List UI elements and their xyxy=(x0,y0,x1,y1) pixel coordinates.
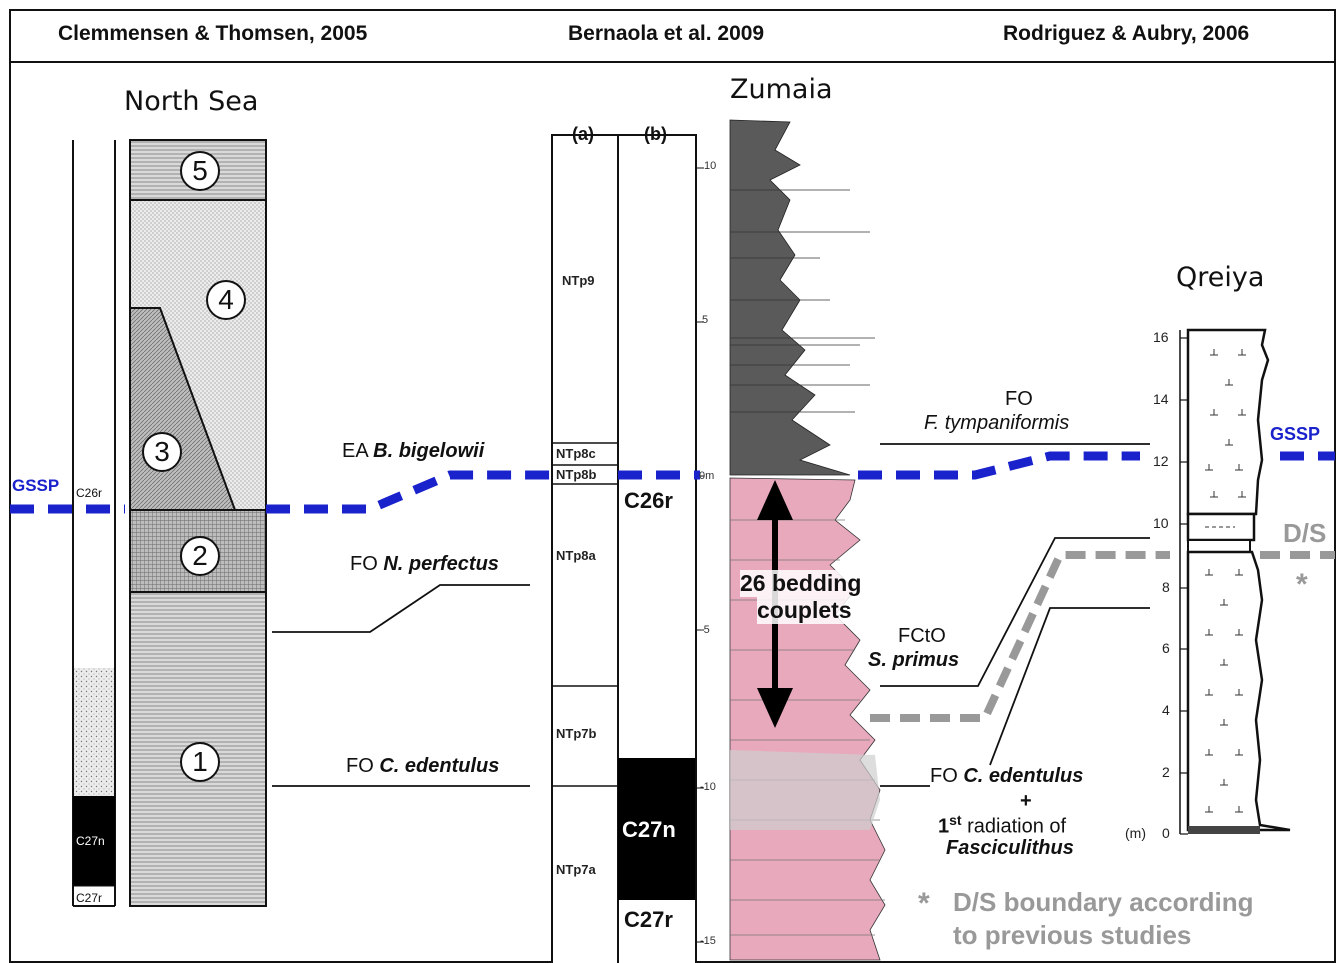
zone-ntp7a: NTp7a xyxy=(556,862,596,877)
zumaia-mag-c27r: C27r xyxy=(624,907,673,932)
event-fo-n-taxon: N. perfectus xyxy=(383,553,499,575)
qreiya-tick-10: 10 xyxy=(1153,515,1169,531)
gssp-line-middle xyxy=(266,470,552,514)
zumaia-col-b-label: (b) xyxy=(644,124,667,144)
event-fo-edentulus-right: FO C. edentulus xyxy=(930,765,1083,788)
zumaia-c27n-block xyxy=(618,758,696,900)
event-radiation-num: 1 xyxy=(938,815,950,838)
ns-mag-c26r: C26r xyxy=(76,486,103,500)
ns-mag-c27n: C27n xyxy=(76,834,105,848)
event-fo-c2-prefix: FO xyxy=(930,765,964,787)
zumaia-mag-c27n: C27n xyxy=(622,817,676,842)
event-fcto-taxon: S. primus xyxy=(868,649,960,671)
zumaia-tick-5: 5 xyxy=(702,314,709,326)
zumaia-tick-m10: -10 xyxy=(700,781,716,793)
legend-star: * xyxy=(918,887,930,920)
event-fo-c-prefix: FO xyxy=(346,755,380,777)
qreiya-ticks xyxy=(1180,337,1188,835)
qreiya-tick-12: 12 xyxy=(1153,453,1169,469)
zumaia-col-a-label: (a) xyxy=(572,124,594,144)
qreiya-tick-8: 8 xyxy=(1162,579,1170,595)
event-ea-taxon: B. bigelowii xyxy=(373,440,485,462)
qreiya-ds-label: D/S xyxy=(1283,518,1327,548)
qreiya-unit: (m) xyxy=(1125,825,1146,841)
event-fo-tympaniformis-taxon: F. tympaniformis xyxy=(924,412,1070,434)
event-ea-bigelowii: EA B. bigelowii xyxy=(342,440,484,463)
zumaia-log-gray-band xyxy=(730,750,880,830)
couplets-line2: couplets xyxy=(757,597,852,624)
qreiya-marl-symbols xyxy=(1205,349,1246,813)
qreiya-base xyxy=(1188,826,1260,834)
header-right: Rodriguez & Aubry, 2006 xyxy=(1003,22,1250,45)
zone-ntp9: NTp9 xyxy=(562,273,595,288)
zone-ntp8c: NTp8c xyxy=(556,446,596,461)
zumaia-tick-10: 10 xyxy=(704,160,717,172)
ns-c27n-block xyxy=(73,796,115,886)
site-qreiya: Qreiya xyxy=(1176,262,1265,293)
zone-ntp8b: NTp8b xyxy=(556,467,597,482)
header-left: Clemmensen & Thomsen, 2005 xyxy=(58,22,368,45)
ns-unit-label-2: 2 xyxy=(180,536,220,576)
event-radiation-sup: st xyxy=(949,812,962,828)
zumaia-log-lower xyxy=(729,477,886,961)
ns-unit-label-4: 4 xyxy=(206,280,246,320)
zumaia-mag-c26r: C26r xyxy=(624,488,673,513)
event-radiation: 1st radiation of xyxy=(938,812,1066,839)
ns-unit-label-1: 1 xyxy=(180,742,220,782)
event-radiation-taxon: Fasciculithus xyxy=(946,837,1074,859)
zumaia-tick-m5: -5 xyxy=(700,624,710,636)
header-center: Bernaola et al. 2009 xyxy=(568,22,765,45)
event-fcto-prefix: FCtO xyxy=(898,625,946,647)
legend-line1: D/S boundary according xyxy=(953,887,1254,917)
zumaia-tick-m15: -15 xyxy=(700,935,716,947)
event-fo-tympaniformis-prefix: FO xyxy=(1005,388,1033,410)
ns-unit-label-5: 5 xyxy=(180,151,220,191)
ns-unit-label-3: 3 xyxy=(142,432,182,472)
legend-line2: to previous studies xyxy=(953,920,1192,950)
qreiya-tick-6: 6 xyxy=(1162,640,1170,656)
event-fo-c-taxon: C. edentulus xyxy=(379,755,500,777)
correlation-lines xyxy=(272,443,1150,787)
event-fo-c2-taxon: C. edentulus xyxy=(963,765,1084,787)
event-fo-perfectus: FO N. perfectus xyxy=(350,553,499,576)
site-zumaia: Zumaia xyxy=(730,74,833,105)
qreiya-tick-4: 4 xyxy=(1162,702,1170,718)
qreiya-tick-16: 16 xyxy=(1153,329,1169,345)
gssp-line-right xyxy=(858,451,1140,480)
qreiya-asterisk: * xyxy=(1296,568,1308,601)
event-fo-n-prefix: FO xyxy=(350,553,384,575)
zone-ntp8a: NTp8a xyxy=(556,548,596,563)
zone-ntp7b: NTp7b xyxy=(556,726,597,741)
qreiya-tick-14: 14 xyxy=(1153,391,1169,407)
ns-gssp-label: GSSP xyxy=(12,476,60,495)
event-fo-edentulus-left: FO C. edentulus xyxy=(346,755,499,778)
qreiya-gssp-label: GSSP xyxy=(1270,424,1321,444)
zumaia-col-a xyxy=(551,134,619,963)
zumaia-upper-spikes xyxy=(730,189,875,413)
zumaia-log-upper xyxy=(729,119,851,476)
qreiya-bed-9 xyxy=(1187,539,1251,553)
ns-thin-stipple xyxy=(74,668,114,796)
qreiya-bed-10 xyxy=(1186,512,1256,542)
event-radiation-text: radiation of xyxy=(961,815,1067,838)
zumaia-tick-0: 0m xyxy=(699,470,715,482)
qreiya-tick-2: 2 xyxy=(1162,764,1170,780)
ds-line xyxy=(870,551,1170,722)
site-north-sea: North Sea xyxy=(124,86,259,117)
zumaia-scale-ticks xyxy=(696,167,704,943)
qreiya-column xyxy=(1186,328,1270,516)
event-plus: + xyxy=(1020,790,1032,812)
couplets-line1: 26 bedding xyxy=(740,570,862,597)
event-ea-prefix: EA xyxy=(342,440,374,462)
qreiya-tick-0: 0 xyxy=(1162,825,1170,841)
ns-mag-c27r: C27r xyxy=(76,891,103,905)
